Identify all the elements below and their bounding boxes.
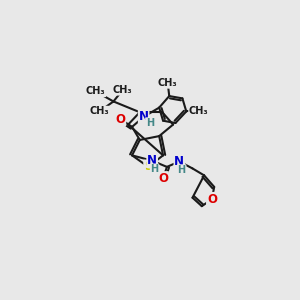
Text: CH₃: CH₃ xyxy=(90,106,109,116)
Text: O: O xyxy=(158,172,168,185)
Text: N: N xyxy=(174,155,184,168)
Text: O: O xyxy=(116,113,125,126)
Text: H: H xyxy=(178,165,186,175)
Text: CH₃: CH₃ xyxy=(86,86,105,96)
Text: CH₃: CH₃ xyxy=(189,106,208,116)
Text: O: O xyxy=(207,193,217,206)
Text: N: N xyxy=(139,110,149,123)
Text: S: S xyxy=(144,160,153,173)
Text: H: H xyxy=(151,164,159,174)
Text: N: N xyxy=(147,154,157,167)
Text: CH₃: CH₃ xyxy=(158,78,178,88)
Text: H: H xyxy=(146,118,154,128)
Text: CH₃: CH₃ xyxy=(113,85,133,95)
